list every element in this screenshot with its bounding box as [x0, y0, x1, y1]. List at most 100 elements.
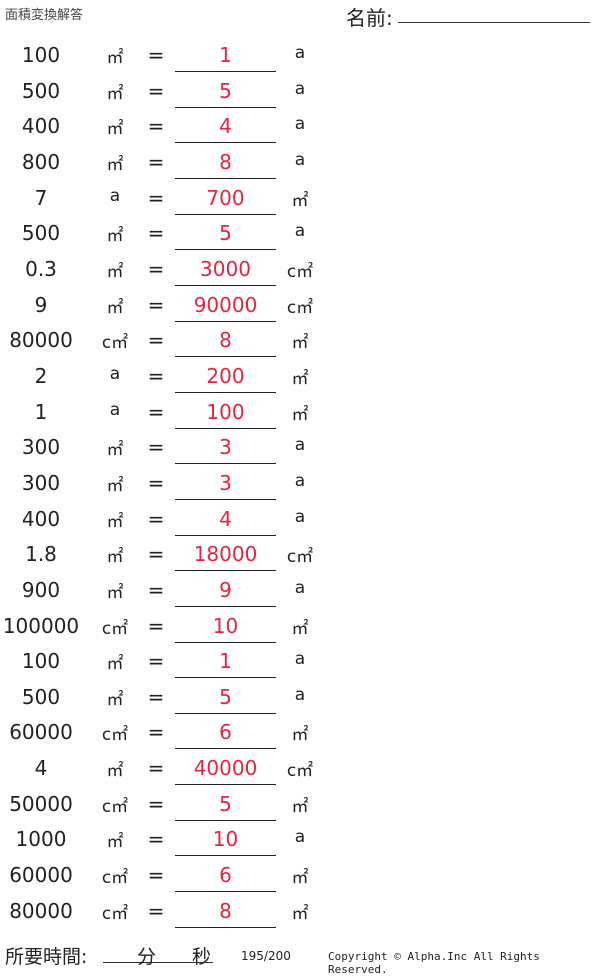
equals-sign: = — [147, 470, 165, 495]
equals-sign: = — [147, 221, 165, 246]
from-unit: ㎡ — [106, 689, 124, 710]
value: 50000 — [9, 791, 73, 816]
value: 500 — [21, 684, 61, 709]
problem-row: 0.3 ㎡ = 3000 c㎡ — [0, 251, 330, 287]
from-unit: ㎡ — [106, 832, 124, 853]
equals-sign: = — [147, 399, 165, 424]
answer: 10 — [175, 614, 276, 643]
value: 300 — [21, 470, 61, 495]
equals-sign: = — [147, 78, 165, 103]
problem-row: 9 ㎡ = 90000 c㎡ — [0, 287, 330, 323]
problem-row: 80000 c㎡ = 8 ㎡ — [0, 322, 330, 358]
problem-row: 1 a = 100 ㎡ — [0, 394, 330, 430]
name-field[interactable] — [398, 22, 590, 23]
to-unit: ㎡ — [291, 333, 309, 354]
value: 300 — [21, 435, 61, 460]
time-field[interactable] — [103, 962, 213, 963]
from-unit: ㎡ — [106, 440, 124, 461]
value: 9 — [34, 292, 48, 317]
to-unit: ㎡ — [291, 868, 309, 889]
to-unit: a — [294, 114, 306, 135]
copyright: Copyright © Alpha.Inc All Rights Reserve… — [328, 950, 540, 976]
value: 60000 — [9, 720, 73, 745]
minutes-label: 分 — [137, 946, 157, 968]
problem-row: 80000 c㎡ = 8 ㎡ — [0, 893, 330, 929]
answer: 6 — [175, 863, 276, 893]
problem-row: 400 ㎡ = 4 a — [0, 108, 330, 144]
value: 500 — [21, 221, 61, 246]
to-unit: a — [294, 470, 306, 491]
equals-sign: = — [147, 756, 165, 781]
page-number: 195/200 — [241, 949, 291, 963]
problem-row: 1000 ㎡ = 10 a — [0, 821, 330, 857]
equals-sign: = — [147, 577, 165, 602]
problem-row: 300 ㎡ = 3 a — [0, 429, 330, 465]
to-unit: a — [294, 78, 306, 99]
problem-row: 500 ㎡ = 5 a — [0, 73, 330, 109]
value: 500 — [21, 78, 61, 103]
to-unit: ㎡ — [291, 796, 309, 817]
from-unit: ㎡ — [106, 154, 124, 175]
problem-row: 1.8 ㎡ = 18000 c㎡ — [0, 536, 330, 572]
answer: 700 — [175, 186, 276, 215]
answer: 200 — [175, 364, 276, 393]
from-unit: ㎡ — [106, 119, 124, 140]
value: 1.8 — [25, 542, 57, 567]
value: 100 — [21, 649, 61, 674]
answer: 8 — [175, 328, 276, 358]
answer: 4 — [175, 507, 276, 536]
to-unit: ㎡ — [291, 725, 309, 746]
problem-row: 60000 c㎡ = 6 ㎡ — [0, 714, 330, 750]
answer: 4 — [175, 114, 276, 144]
seconds-label: 秒 — [192, 946, 212, 968]
problem-row: 500 ㎡ = 5 a — [0, 679, 330, 715]
answer: 3000 — [175, 257, 276, 286]
value: 1 — [34, 399, 48, 424]
from-unit: ㎡ — [106, 582, 124, 603]
problem-row: 100 ㎡ = 1 a — [0, 37, 330, 73]
from-unit: ㎡ — [106, 654, 124, 675]
to-unit: c㎡ — [286, 261, 314, 282]
equals-sign: = — [147, 542, 165, 567]
to-unit: a — [294, 149, 306, 170]
to-unit: a — [294, 506, 306, 527]
equals-sign: = — [147, 613, 165, 638]
equals-sign: = — [147, 185, 165, 210]
value: 400 — [21, 506, 61, 531]
value: 7 — [34, 185, 48, 210]
to-unit: c㎡ — [286, 297, 314, 318]
from-unit: c㎡ — [101, 903, 129, 924]
value: 100000 — [2, 613, 80, 638]
to-unit: a — [294, 827, 306, 848]
to-unit: a — [294, 684, 306, 705]
answer: 100 — [175, 400, 276, 429]
equals-sign: = — [147, 114, 165, 139]
answer: 18000 — [175, 542, 276, 572]
problem-row: 800 ㎡ = 8 a — [0, 144, 330, 180]
equals-sign: = — [147, 328, 165, 353]
answer: 90000 — [175, 293, 276, 322]
problem-row: 60000 c㎡ = 6 ㎡ — [0, 857, 330, 893]
to-unit: a — [294, 577, 306, 598]
answer: 5 — [175, 685, 276, 714]
to-unit: ㎡ — [291, 368, 309, 389]
value: 80000 — [9, 898, 73, 923]
answer: 3 — [175, 471, 276, 500]
answer: 9 — [175, 578, 276, 607]
from-unit: c㎡ — [101, 618, 129, 639]
equals-sign: = — [147, 506, 165, 531]
value: 80000 — [9, 328, 73, 353]
problem-row: 300 ㎡ = 3 a — [0, 465, 330, 501]
answer: 6 — [175, 720, 276, 750]
value: 800 — [21, 149, 61, 174]
answer: 40000 — [175, 756, 276, 786]
value: 400 — [21, 114, 61, 139]
problem-row: 4 ㎡ = 40000 c㎡ — [0, 750, 330, 786]
value: 4 — [34, 756, 48, 781]
equals-sign: = — [147, 149, 165, 174]
from-unit: ㎡ — [106, 261, 124, 282]
value: 1000 — [15, 827, 67, 852]
equals-sign: = — [147, 292, 165, 317]
from-unit: ㎡ — [106, 83, 124, 104]
time-label: 所要時間: — [5, 946, 88, 968]
